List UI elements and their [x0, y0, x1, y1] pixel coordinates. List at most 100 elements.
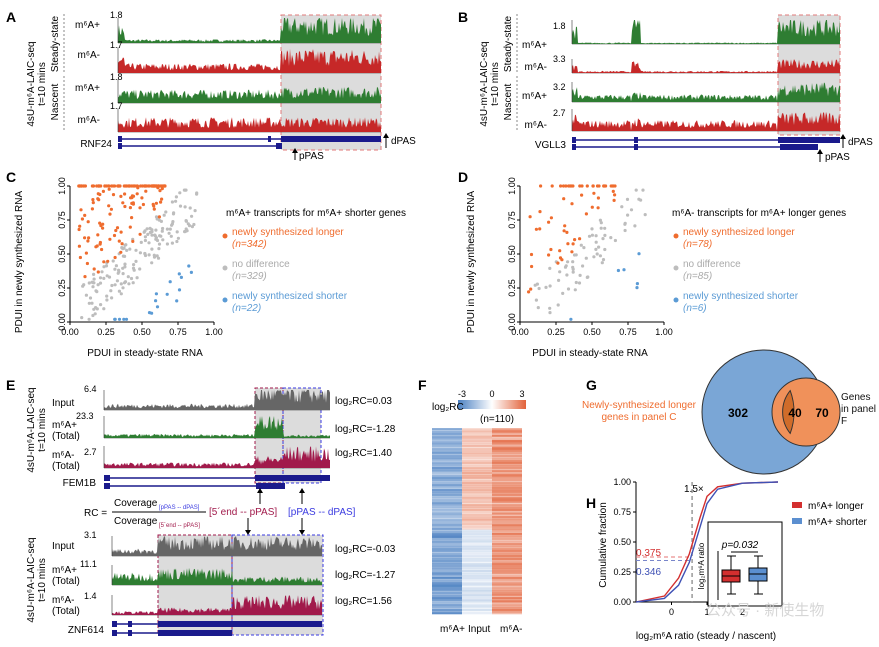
x-tick-label: 0.25 [97, 327, 115, 337]
point-longer [584, 212, 589, 216]
heat-cell-m6a-minus [492, 583, 522, 586]
point-no-difference [578, 273, 582, 277]
panel-e-top-track1-max: 6.4 [84, 384, 97, 394]
heat-cell-input [462, 493, 492, 496]
heat-cell-m6a-plus [432, 566, 462, 569]
point-shorter [122, 317, 126, 321]
panel-e-top-track3-label: m⁶A- [52, 450, 74, 461]
point-no-difference [625, 197, 630, 201]
point-no-difference [565, 273, 569, 277]
x-tick-label: 0.50 [583, 327, 601, 337]
point-no-difference [150, 233, 154, 237]
point-no-difference [175, 239, 179, 244]
point-longer [128, 225, 132, 229]
heat-cell-m6a-plus [432, 564, 462, 567]
panel-e-side-label: 4sU-m⁶A-LAIC-seq [26, 387, 37, 472]
heat-cell-input [462, 556, 492, 559]
heat-cell-m6a-plus [432, 602, 462, 605]
point-no-difference [145, 227, 149, 231]
panel-e-top-track1-label: Input [52, 398, 74, 409]
heat-cell-m6a-plus [432, 502, 462, 505]
heat-cell-input [462, 537, 492, 540]
point-longer [534, 227, 539, 231]
heat-cell-m6a-plus [432, 487, 462, 490]
heat-cell-input [462, 458, 492, 461]
heat-cell-m6a-plus [432, 515, 462, 518]
heat-cell-input [462, 507, 492, 510]
point-longer [106, 259, 110, 263]
point-no-difference [557, 278, 561, 282]
panel-c-legend: newly synthesized longer (n=342) no diff… [222, 227, 348, 314]
point-no-difference [601, 237, 605, 241]
point-no-difference [574, 280, 578, 285]
point-no-difference [139, 240, 143, 244]
heat-cell-input [462, 521, 492, 523]
heat-cell-m6a-plus [432, 561, 462, 564]
panel-f-letter: F [418, 377, 427, 393]
venn-overlap [782, 389, 795, 435]
panel-b: B 4sU-m⁶A-LAIC-seq t=10 mins Steady-stat… [458, 9, 873, 163]
heat-cell-m6a-plus [432, 436, 462, 439]
heat-cell-m6a-minus [492, 436, 522, 439]
point-no-difference [146, 232, 150, 236]
point-longer [592, 191, 596, 195]
point-shorter [117, 317, 122, 321]
point-no-difference [157, 242, 162, 246]
legend-dot [673, 297, 679, 303]
point-no-difference [585, 275, 589, 279]
x-tick-label: 1.00 [655, 327, 673, 337]
point-no-difference [548, 306, 552, 310]
heat-cell-m6a-plus [432, 514, 462, 517]
heat-cell-m6a-plus [432, 595, 462, 598]
point-no-difference [637, 197, 641, 201]
point-longer [86, 239, 90, 243]
formula-numerator-sub: [pPAS -- dPAS] [159, 505, 200, 511]
point-longer [108, 212, 112, 216]
point-no-difference [95, 290, 99, 294]
panel-h-letter: H [586, 495, 596, 511]
point-no-difference [87, 301, 91, 305]
heat-cell-m6a-minus [492, 559, 522, 562]
point-no-difference [571, 260, 575, 264]
panel-e-bottom-track1-label: Input [52, 541, 74, 552]
heat-cell-m6a-plus [432, 463, 462, 466]
point-no-difference [93, 312, 97, 316]
point-longer [119, 250, 123, 254]
heat-cell-m6a-plus [432, 610, 462, 613]
heat-cell-m6a-plus [432, 456, 462, 459]
heat-cell-m6a-minus [492, 544, 522, 547]
heat-cell-m6a-minus [492, 480, 522, 483]
ecdf-line-longer [635, 481, 779, 603]
point-longer [144, 184, 148, 188]
point-longer [112, 233, 117, 238]
heat-cell-input [462, 461, 492, 464]
panel-a-track4 [117, 108, 381, 133]
point-longer [591, 184, 595, 188]
legend-n: (n=22) [232, 303, 261, 314]
point-longer [115, 226, 120, 230]
y-tick-label: 0.75 [57, 211, 67, 229]
heat-cell-input [462, 512, 492, 515]
heat-cell-input [462, 504, 492, 507]
heat-cell-m6a-minus [492, 488, 522, 491]
heat-cell-m6a-plus [432, 607, 462, 610]
point-longer [160, 187, 164, 191]
panel-a-track2-label: m⁶A- [78, 50, 100, 61]
point-longer [107, 204, 111, 208]
heat-cell-m6a-plus [432, 570, 462, 573]
point-no-difference [601, 258, 606, 262]
heat-cell-m6a-plus [432, 573, 462, 576]
point-no-difference [603, 233, 607, 237]
point-shorter [155, 305, 160, 309]
heat-cell-m6a-plus [432, 433, 462, 436]
panel-b-track2 [571, 59, 840, 74]
heat-cell-input [462, 441, 492, 444]
panel-e-top-track2 [103, 416, 330, 439]
panel-c-title: m⁶A+ transcripts for m⁶A+ shorter genes [226, 208, 406, 219]
point-no-difference [571, 270, 575, 274]
venn-left-label: Newly-synthesized longer genes in panel … [582, 400, 696, 423]
point-no-difference [114, 264, 118, 268]
panel-e-bottom-track3-max: 1.4 [84, 591, 97, 601]
heat-cell-m6a-plus [432, 563, 462, 566]
point-longer [135, 184, 139, 188]
